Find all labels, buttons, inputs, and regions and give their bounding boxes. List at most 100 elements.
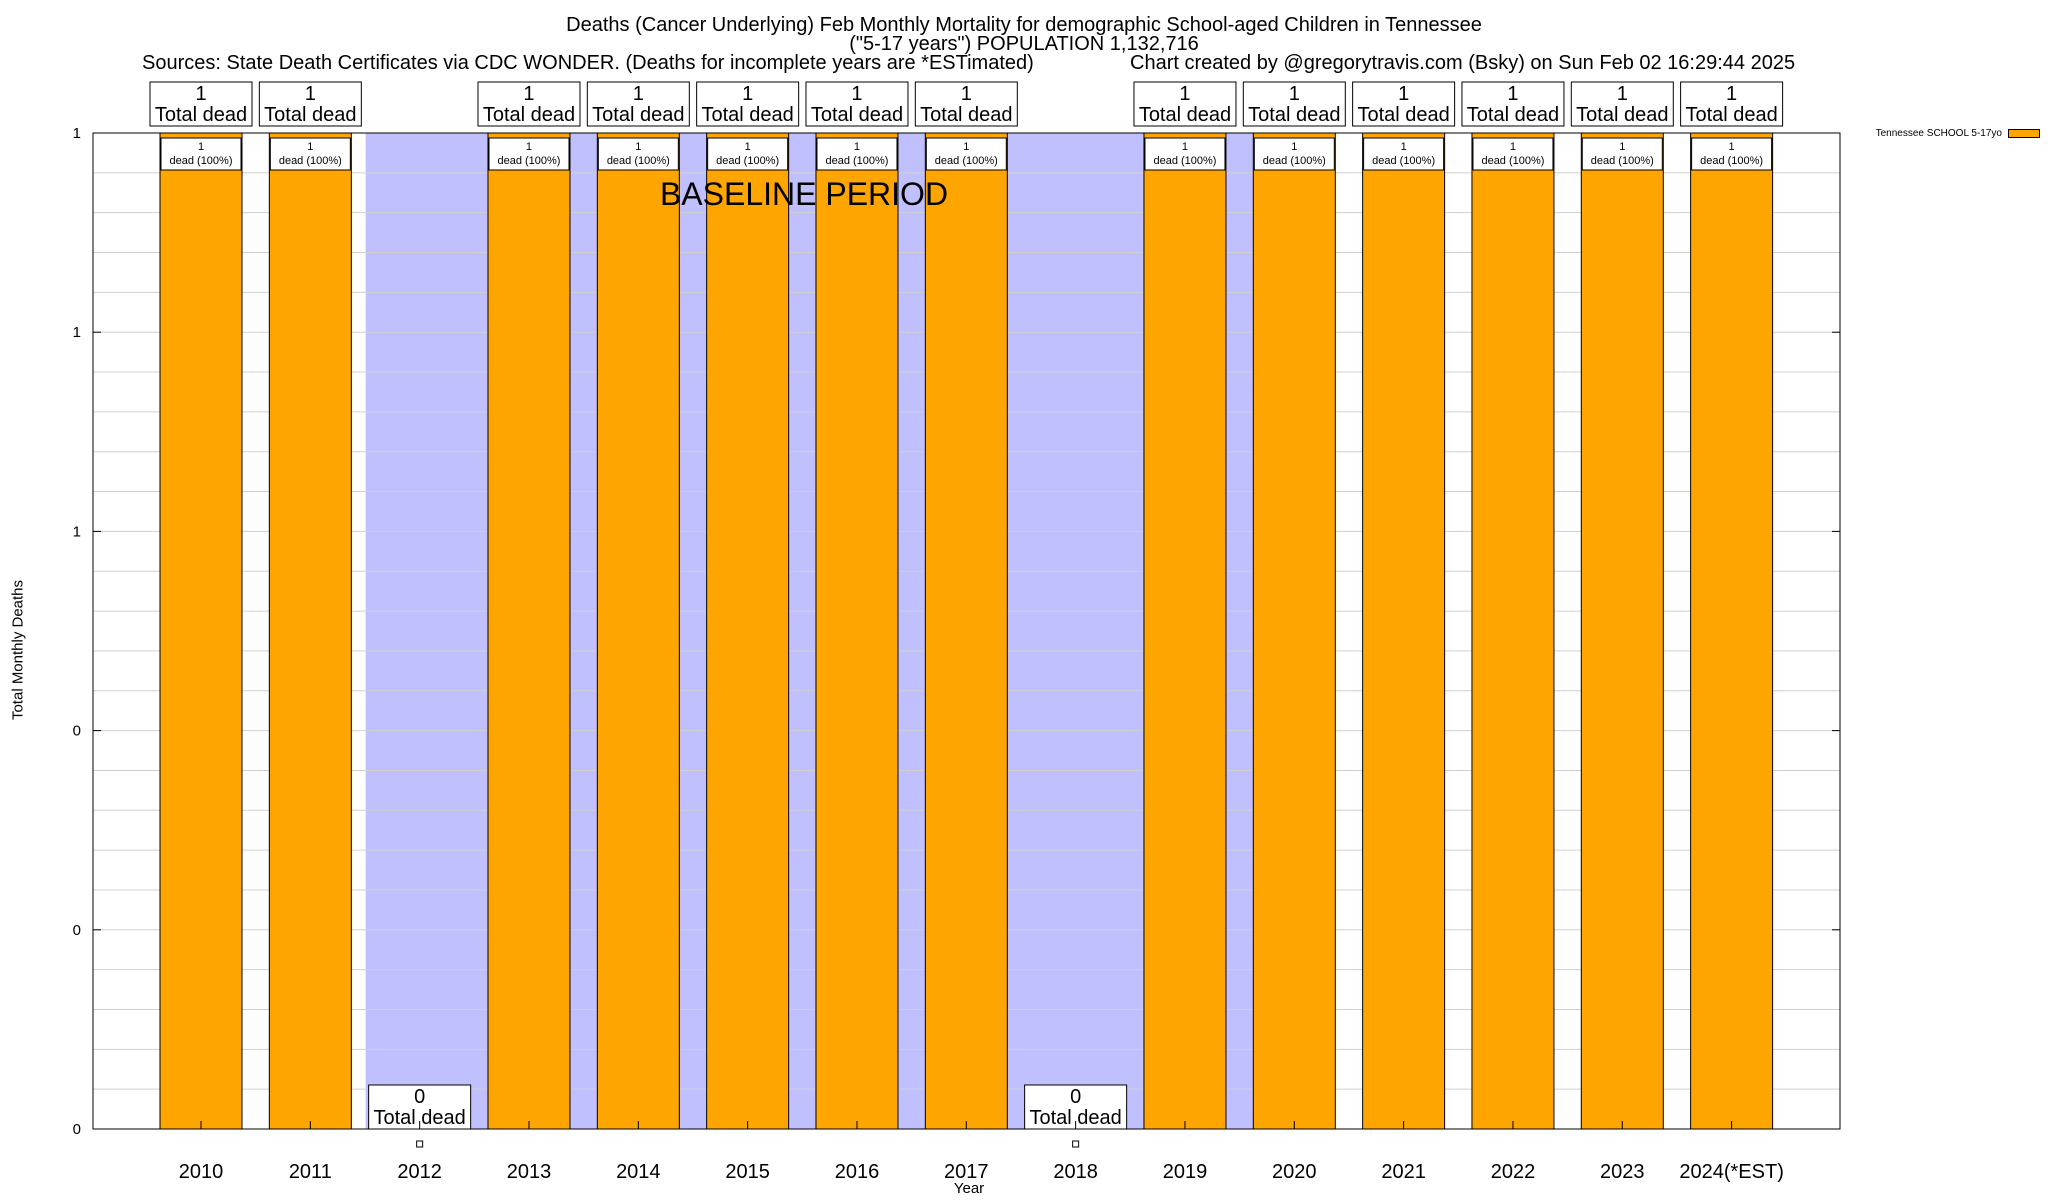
total-label: Total dead [1576, 104, 1668, 126]
total-label-box [696, 81, 800, 127]
bar [596, 132, 680, 1130]
total-label: Total dead [374, 1107, 466, 1129]
bar [268, 132, 352, 1130]
total-label: Total dead [483, 104, 575, 126]
x-tick-label: 2010 [179, 1161, 224, 1183]
bar-label: dead (100%) [716, 155, 779, 167]
y-tick-label: 1 [73, 125, 81, 142]
total-label-box [914, 81, 1018, 127]
total-label: 1 [742, 83, 753, 105]
x-tick-label: 2013 [507, 1161, 552, 1183]
bar-label: dead (100%) [1153, 155, 1216, 167]
bar [1362, 132, 1446, 1130]
bar-label: dead (100%) [1591, 155, 1654, 167]
bar-label: 1 [854, 141, 860, 153]
bar-label: 1 [745, 141, 751, 153]
total-label: 1 [1617, 83, 1628, 105]
x-tick-label: 2020 [1272, 1161, 1317, 1183]
total-label-box [1570, 81, 1674, 127]
total-label: Total dead [1467, 104, 1559, 126]
total-label-box [1133, 81, 1237, 127]
bar [487, 132, 571, 1130]
legend: Tennessee SCHOOL 5-17yo [1876, 128, 2040, 139]
y-axis-label: Total Monthly Deaths [9, 579, 27, 721]
bar-label: dead (100%) [825, 155, 888, 167]
bar [159, 132, 243, 1130]
bar-label-box [1253, 137, 1335, 171]
bar-label-box [1581, 137, 1663, 171]
chart-sources: Sources: State Death Certificates via CD… [142, 52, 1034, 74]
bar-label-box [925, 137, 1007, 171]
bar-label: dead (100%) [607, 155, 670, 167]
total-label: Total dead [1357, 104, 1449, 126]
x-tick-label: 2011 [289, 1161, 332, 1183]
total-label: Total dead [1685, 104, 1777, 126]
total-label-box [1352, 81, 1456, 127]
bar-label: dead (100%) [1481, 155, 1544, 167]
bar-label-box [488, 137, 570, 171]
y-tick-label: 0 [73, 1121, 81, 1138]
bar-label: dead (100%) [935, 155, 998, 167]
baseline-period-label: BASELINE PERIOD [660, 176, 948, 212]
total-label: Total dead [1139, 104, 1231, 126]
total-label-box [586, 81, 690, 127]
total-label: Total dead [811, 104, 903, 126]
bar-label: dead (100%) [279, 155, 342, 167]
bar-label: 1 [1182, 141, 1188, 153]
bar-label: 1 [1619, 141, 1625, 153]
total-label-box [149, 81, 253, 127]
bar [1690, 132, 1774, 1130]
total-label: 1 [1726, 83, 1737, 105]
chart-title-line1: Deaths (Cancer Underlying) Feb Monthly M… [566, 14, 1482, 36]
total-label-box [1461, 81, 1565, 127]
bar-label-box [816, 137, 898, 171]
x-tick-label: 2016 [835, 1161, 880, 1183]
x-tick-label: 2022 [1491, 1161, 1536, 1183]
x-tick-label: 2021 [1381, 1161, 1426, 1183]
bar [924, 132, 1008, 1130]
plot-frame [92, 132, 1841, 1130]
x-tick-label: 2023 [1600, 1161, 1645, 1183]
x-tick-label: 2012 [397, 1161, 442, 1183]
x-tick-label: 2024(*EST) [1679, 1161, 1784, 1183]
total-label: 1 [961, 83, 972, 105]
bar-label: dead (100%) [497, 155, 560, 167]
bar-label: dead (100%) [1263, 155, 1326, 167]
bar [1471, 132, 1555, 1130]
bar-label-box [1144, 137, 1226, 171]
x-axis-label: Year [953, 1180, 985, 1197]
total-label-box [477, 81, 581, 127]
bar-label-box [707, 137, 789, 171]
bar [1252, 132, 1336, 1130]
chart-title-line2: ("5-17 years") POPULATION 1,132,716 [849, 33, 1199, 55]
legend-swatch [2008, 129, 2040, 138]
bar-label: dead (100%) [170, 155, 233, 167]
bar-label: 1 [526, 141, 532, 153]
bar-label-box [597, 137, 679, 171]
y-tick-label: 0 [73, 723, 81, 740]
bar-label-box [160, 137, 242, 171]
chart-credit: Chart created by @gregorytravis.com (Bsk… [1130, 52, 1796, 74]
x-tick-label: 2017 [944, 1161, 989, 1183]
total-label: Total dead [1248, 104, 1340, 126]
total-label: Total dead [592, 104, 684, 126]
total-label: 1 [1398, 83, 1409, 105]
zero-marker [416, 1140, 424, 1148]
bar-label: 1 [198, 141, 204, 153]
bar-label: dead (100%) [1700, 155, 1763, 167]
bar-label: 1 [1510, 141, 1516, 153]
bar-label-box [1691, 137, 1773, 171]
bar-label: 1 [307, 141, 313, 153]
total-label: 1 [1507, 83, 1518, 105]
total-label-box [258, 81, 362, 127]
x-tick-label: 2014 [616, 1161, 661, 1183]
total-label: Total dead [1029, 1107, 1121, 1129]
total-label: 0 [1070, 1086, 1081, 1108]
zero-marker [1072, 1140, 1080, 1148]
total-label: 1 [633, 83, 644, 105]
bar-label: dead (100%) [1372, 155, 1435, 167]
x-tick-label: 2019 [1163, 1161, 1208, 1183]
bar [815, 132, 899, 1130]
total-label: Total dead [920, 104, 1012, 126]
